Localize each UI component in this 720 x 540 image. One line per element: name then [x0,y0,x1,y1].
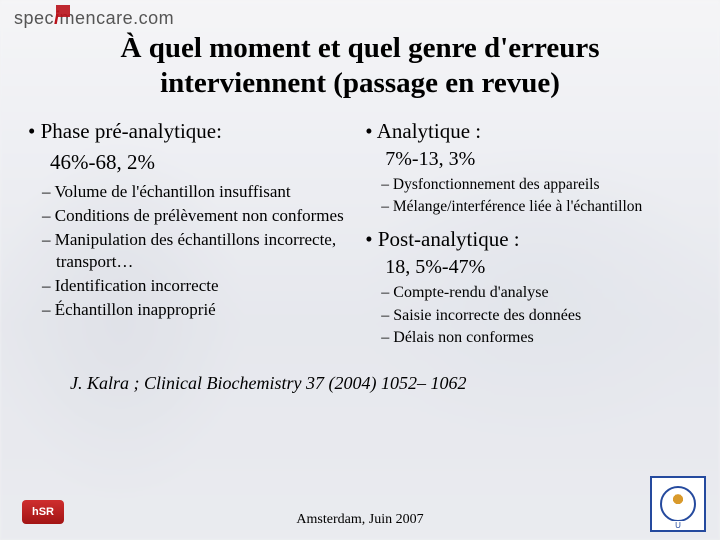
left-heading: Phase pré-analytique: [28,119,361,144]
analytic-item: Dysfonctionnement des appareils [395,175,692,195]
analytic-range: 7%-13, 3% [385,148,692,171]
left-item: Identification incorrecte [56,275,361,297]
logo-bottom-right: U [650,476,706,532]
logo-br-circle-icon [660,486,696,522]
logo-specimencare: specimencare.com [14,8,700,29]
left-item: Conditions de prélèvement non conformes [56,205,361,227]
columns: Phase pré-analytique: 46%-68, 2% Volume … [20,119,700,352]
left-item: Volume de l'échantillon insuffisant [56,181,361,203]
post-range: 18, 5%-47% [385,256,692,279]
analytic-heading-text: Analytique : [377,119,481,143]
footer-text: Amsterdam, Juin 2007 [0,512,720,528]
logo-part-mid: i [54,8,60,28]
left-item: Échantillon inapproprié [56,299,361,321]
citation: J. Kalra ; Clinical Biochemistry 37 (200… [70,373,700,394]
analytic-heading: Analytique : [365,119,692,144]
title-line-2: interviennent (passage en revue) [160,67,560,99]
slide-content: specimencare.com À quel moment et quel g… [0,0,720,540]
slide-title: À quel moment et quel genre d'erreurs in… [40,31,680,101]
left-heading-text: Phase pré-analytique: [41,119,222,143]
logo-bottom-left: hSR [22,500,64,524]
post-item: Saisie incorrecte des données [395,306,692,327]
logo-part-pre: spec [14,8,54,28]
title-line-1: À quel moment et quel genre d'erreurs [121,32,600,64]
analytic-item: Mélange/interférence liée à l'échantillo… [395,197,692,217]
left-item: Manipulation des échantillons incorrecte… [56,229,361,273]
post-heading-text: Post-analytique : [378,227,520,251]
column-left: Phase pré-analytique: 46%-68, 2% Volume … [28,119,361,352]
logo-part-ext: .com [133,8,174,28]
left-range: 46%-68, 2% [50,150,361,175]
logo-br-label: U [652,521,704,530]
post-item: Compte-rendu d'analyse [395,283,692,304]
column-right: Analytique : 7%-13, 3% Dysfonctionnement… [365,119,692,352]
post-heading: Post-analytique : [365,227,692,252]
post-item: Délais non conformes [395,328,692,349]
logo-part-post: mencare [60,8,134,28]
